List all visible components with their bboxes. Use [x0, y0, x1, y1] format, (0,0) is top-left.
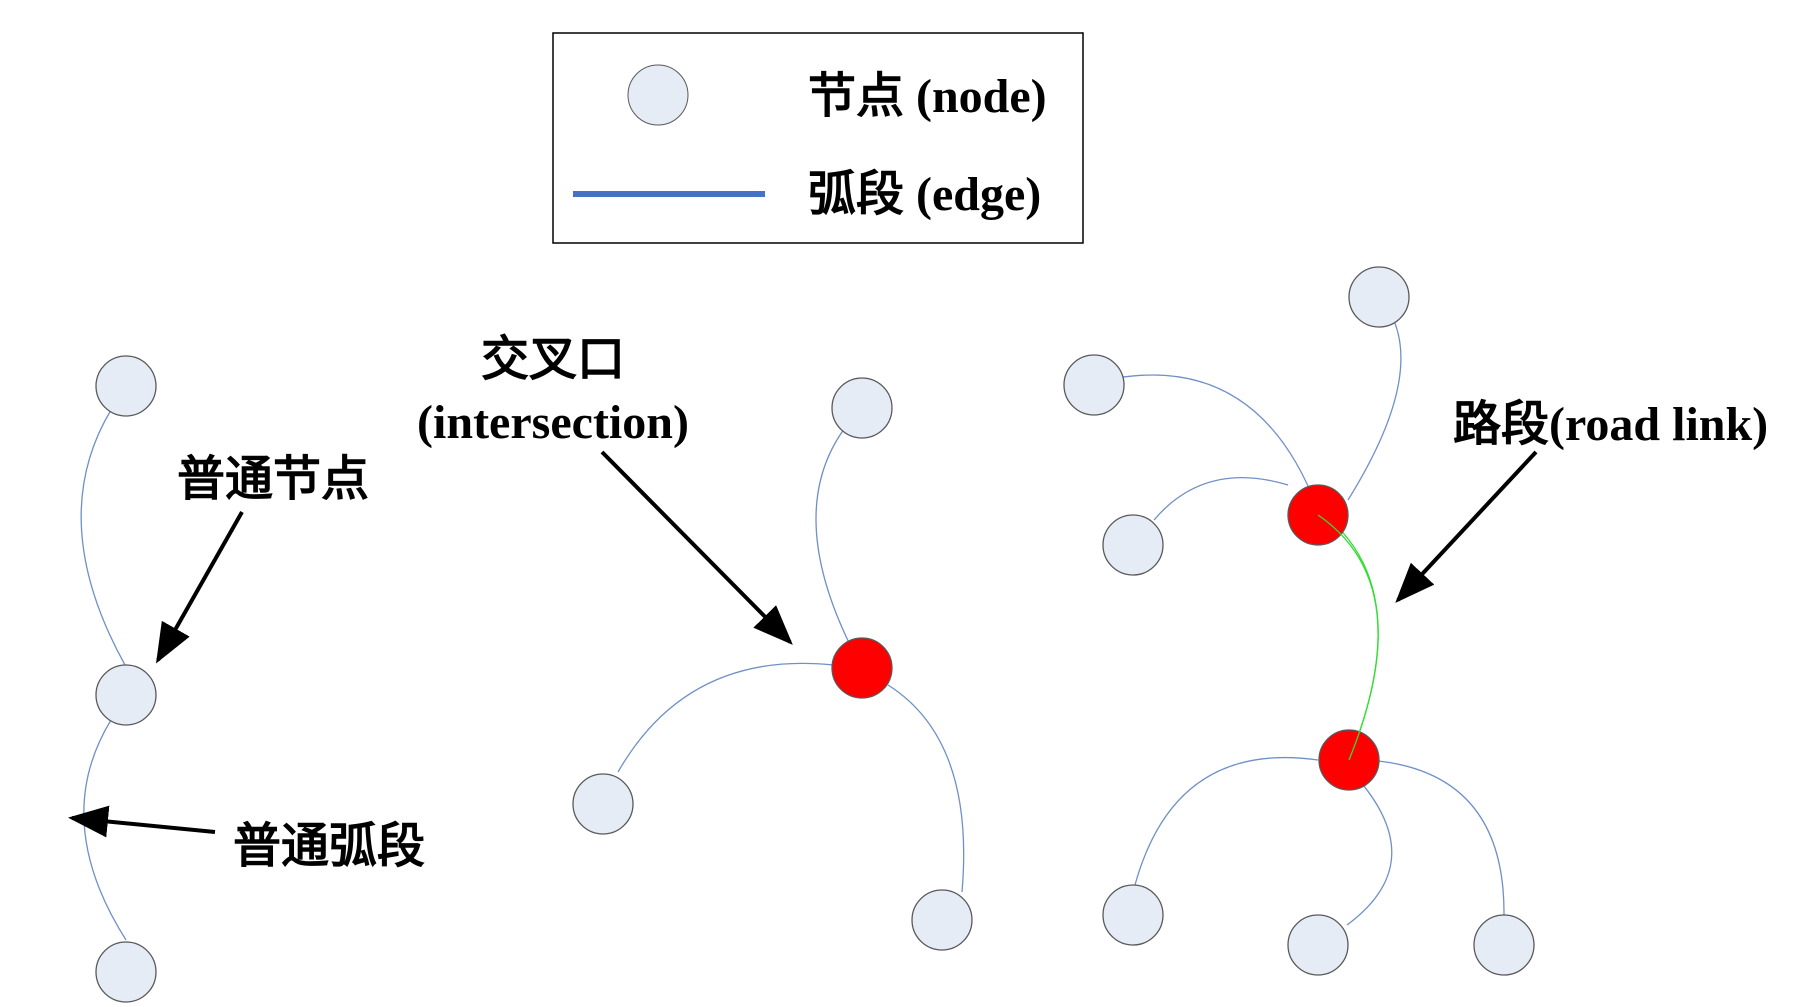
arrow-road-link	[1395, 450, 1538, 603]
legend-node-symbol	[627, 64, 689, 126]
edge	[887, 684, 965, 893]
node	[572, 773, 634, 835]
node	[95, 664, 157, 726]
arrow-intersection	[600, 450, 793, 645]
node	[1348, 266, 1410, 328]
edge	[83, 719, 127, 941]
legend-box	[552, 32, 1084, 244]
legend-node-label: 节点 (node)	[808, 70, 1047, 123]
node	[911, 889, 973, 951]
node	[831, 377, 893, 439]
node	[1102, 884, 1164, 946]
intersection-label-line2: (intersection)	[417, 396, 689, 449]
edge	[1347, 296, 1402, 501]
road-link-overlay	[1317, 514, 1379, 761]
node	[1287, 914, 1349, 976]
intersection-label-line1: 交叉口	[481, 333, 625, 386]
edge	[1116, 374, 1319, 511]
node	[1063, 354, 1125, 416]
ordinary-node-label: 普通节点	[177, 453, 369, 506]
legend-edge-label: 弧段 (edge)	[808, 168, 1041, 221]
edge	[815, 407, 863, 669]
arrow-ordinary-node	[156, 511, 244, 664]
node	[95, 941, 157, 1003]
node	[1102, 514, 1164, 576]
intersection-node	[831, 637, 893, 699]
arrow-ordinary-edge	[68, 805, 216, 838]
nodes	[95, 266, 1535, 1003]
edge	[1367, 759, 1505, 916]
arrows	[68, 450, 1538, 838]
edge	[1153, 477, 1289, 521]
node	[95, 355, 157, 417]
edge	[617, 662, 834, 773]
node	[1473, 914, 1535, 976]
legend: 节点 (node) 弧段 (edge)	[552, 32, 1084, 244]
edge	[80, 409, 126, 666]
edge	[1346, 769, 1393, 926]
road-link-edge	[1317, 509, 1379, 761]
road-link-label: 路段(road link)	[1453, 398, 1768, 451]
edge	[1134, 756, 1319, 886]
ordinary-edge-label: 普通弧段	[233, 820, 425, 873]
